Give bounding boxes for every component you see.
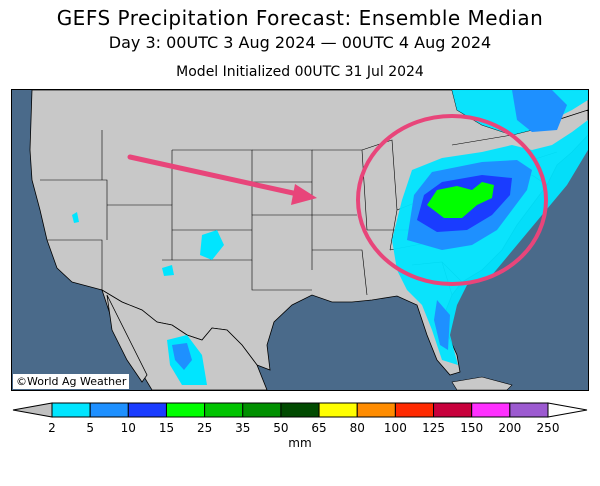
colorbar-tick-label: 10: [120, 421, 136, 435]
colorbar-tick-label: 25: [196, 421, 213, 435]
colorbar-tick-label: 80: [349, 421, 365, 435]
forecast-period: Day 3: 00UTC 3 Aug 2024 — 00UTC 4 Aug 20…: [108, 33, 492, 52]
baja-peninsula: [106, 294, 148, 383]
colorbar-tick-label: 35: [235, 421, 251, 435]
cuba: [451, 376, 513, 390]
colorbar-tick-label: 65: [311, 421, 327, 435]
colorbar-cell: [165, 402, 206, 418]
colorbar-cell: [433, 402, 473, 418]
colorbar-cell: [356, 402, 396, 418]
colorbar-cell: [318, 402, 358, 418]
colorbar-cell: [509, 402, 549, 418]
colorbar-unit: mm: [288, 436, 312, 450]
colorbar-cell: [127, 402, 167, 418]
precipitation-shading: [72, 90, 588, 385]
model-init-time: Model Initialized 00UTC 31 Jul 2024: [176, 64, 424, 80]
colorbar-tick-label: 50: [273, 421, 289, 435]
colorbar-tick-label: 15: [158, 421, 175, 435]
colorbar: [12, 402, 588, 418]
credit-label: ©World Ag Weather: [13, 374, 130, 389]
colorbar-low-cap: [12, 402, 53, 418]
colorbar-tick-label: 125: [422, 421, 445, 435]
colorbar-cells: [51, 402, 549, 418]
arrow-icon: [127, 154, 317, 205]
colorbar-tick-label: 200: [498, 421, 522, 435]
colorbar-high-cap: [547, 402, 588, 418]
map-title: GEFS Precipitation Forecast: Ensemble Me…: [56, 6, 544, 30]
colorbar-tick-label: 150: [460, 421, 484, 435]
highlight-ellipse-icon: [356, 114, 548, 286]
colorbar-tick-label: 250: [536, 421, 560, 435]
colorbar-cell: [51, 402, 91, 418]
colorbar-tick-label: 2: [48, 421, 56, 435]
colorbar-cell: [471, 402, 511, 418]
colorbar-cell: [394, 402, 435, 418]
colorbar-tick-label: 5: [86, 421, 94, 435]
colorbar-cell: [280, 402, 320, 418]
precipitation-map: [11, 89, 589, 391]
colorbar-cell: [242, 402, 282, 418]
colorbar-tick-label: 100: [383, 421, 407, 435]
colorbar-cell: [204, 402, 244, 418]
colorbar-cell: [89, 402, 129, 418]
